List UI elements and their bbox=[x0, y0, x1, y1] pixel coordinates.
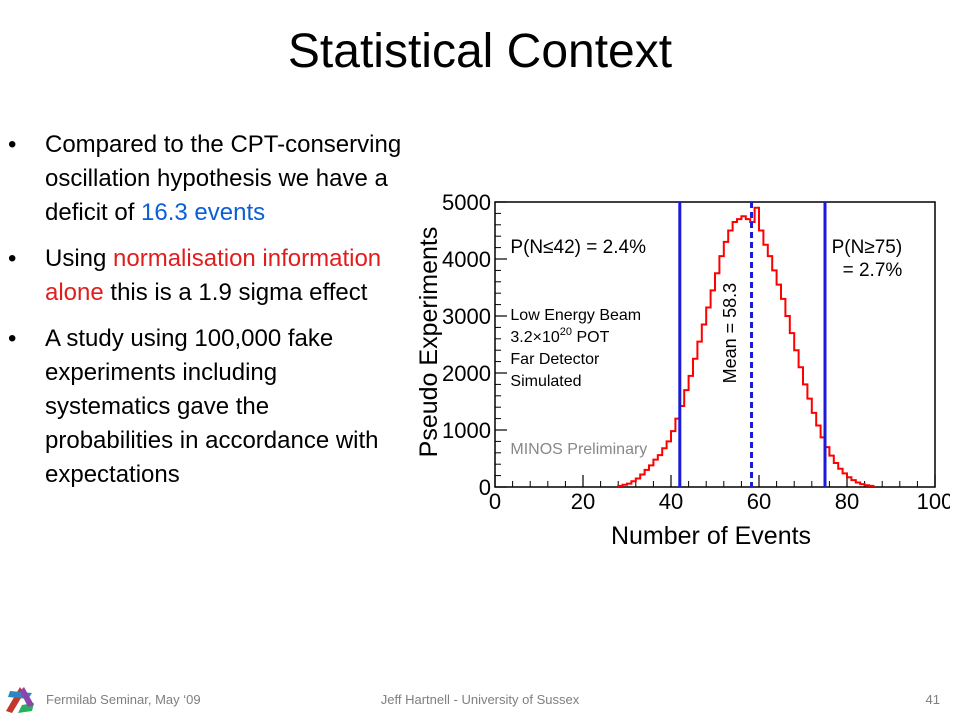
bullet-text: Using bbox=[45, 245, 114, 272]
detector-label: Far Detector bbox=[510, 351, 600, 368]
page-number: 41 bbox=[925, 692, 940, 707]
y-tick-label: 0 bbox=[479, 475, 491, 500]
bullet-text: this is a 1.9 sigma effect bbox=[103, 279, 368, 306]
bullet-item: • A study using 100,000 fake experiments… bbox=[8, 322, 403, 492]
bullet-list: • Compared to the CPT-conserving oscilla… bbox=[8, 128, 403, 504]
y-tick-label: 4000 bbox=[442, 247, 491, 272]
histogram-chart: Pseudo Experiments Number of Events 0 100… bbox=[415, 192, 950, 550]
footer-event: Fermilab Seminar, May ‘09 bbox=[46, 692, 201, 707]
x-tick-label: 0 bbox=[489, 489, 501, 514]
pot-label: 3.2×1020 POT bbox=[510, 326, 609, 346]
probability-right-value: = 2.7% bbox=[843, 260, 903, 281]
mean-label: Mean = 58.3 bbox=[720, 283, 740, 384]
probability-left-label: P(N≤42) = 2.4% bbox=[510, 237, 646, 258]
bullet-highlight: normalisation information alone bbox=[45, 245, 382, 306]
bullet-item: • Using normalisation information alone … bbox=[8, 242, 403, 310]
plot-area: 0 1000 2000 3000 4000 5000 0 20 40 60 80 100 P(N≤42)… bbox=[442, 192, 950, 514]
x-axis-label: Number of Events bbox=[611, 522, 811, 550]
x-tick-label: 80 bbox=[835, 489, 859, 514]
x-tick-label: 20 bbox=[571, 489, 595, 514]
y-tick-label: 2000 bbox=[442, 361, 491, 386]
bullet-dot: • bbox=[8, 131, 17, 158]
y-axis-label: Pseudo Experiments bbox=[415, 227, 443, 458]
bullet-item: • Compared to the CPT-conserving oscilla… bbox=[8, 128, 403, 230]
histogram-series bbox=[617, 206, 875, 487]
beam-label: Low Energy Beam bbox=[510, 307, 641, 324]
y-tick-label: 1000 bbox=[442, 418, 491, 443]
x-tick-label: 60 bbox=[747, 489, 771, 514]
bullet-highlight: 16.3 events bbox=[141, 199, 266, 226]
simulated-label: Simulated bbox=[510, 373, 581, 390]
bullet-dot: • bbox=[8, 325, 17, 352]
y-tick-label: 3000 bbox=[442, 304, 491, 329]
pot-exponent: 20 bbox=[560, 326, 572, 338]
bullet-dot: • bbox=[8, 245, 17, 272]
slide-title: Statistical Context bbox=[287, 25, 673, 78]
preliminary-label: MINOS Preliminary bbox=[510, 441, 647, 458]
minos-logo-icon bbox=[6, 687, 34, 713]
probability-right-label: P(N≥75) bbox=[832, 237, 903, 258]
footer-author: Jeff Hartnell - University of Sussex bbox=[380, 692, 580, 707]
y-tick-label: 5000 bbox=[442, 192, 491, 215]
x-tick-label: 100 bbox=[917, 489, 950, 514]
bullet-text: A study using 100,000 fake experiments i… bbox=[45, 325, 379, 488]
x-tick-label: 40 bbox=[659, 489, 683, 514]
plot-frame bbox=[494, 201, 936, 488]
pot-unit: POT bbox=[572, 329, 610, 346]
bullet-text: Compared to the CPT-conserving oscillati… bbox=[45, 131, 402, 226]
